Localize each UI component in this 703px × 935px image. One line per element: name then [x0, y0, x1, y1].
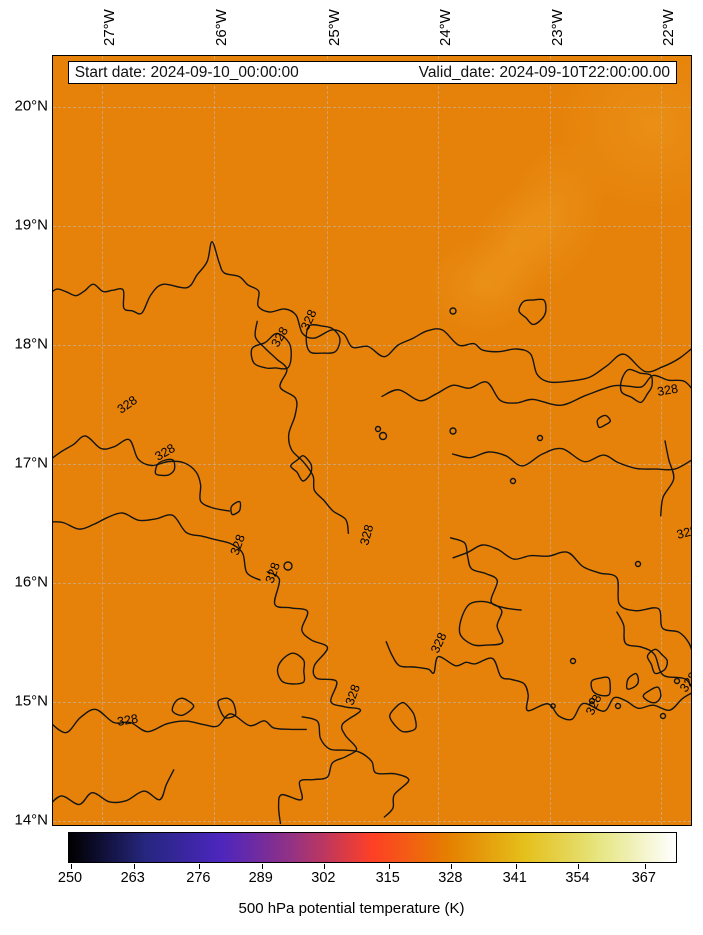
- svg-text:328: 328: [677, 670, 692, 695]
- svg-text:328: 328: [115, 393, 140, 416]
- svg-text:328: 328: [268, 324, 291, 349]
- svg-text:328: 328: [656, 382, 679, 399]
- svg-text:328: 328: [116, 712, 139, 729]
- svg-text:328: 328: [675, 523, 692, 542]
- svg-text:328: 328: [428, 630, 450, 655]
- svg-text:328: 328: [357, 523, 376, 547]
- svg-text:328: 328: [298, 307, 320, 332]
- svg-text:328: 328: [228, 533, 248, 557]
- svg-text:328: 328: [343, 683, 363, 707]
